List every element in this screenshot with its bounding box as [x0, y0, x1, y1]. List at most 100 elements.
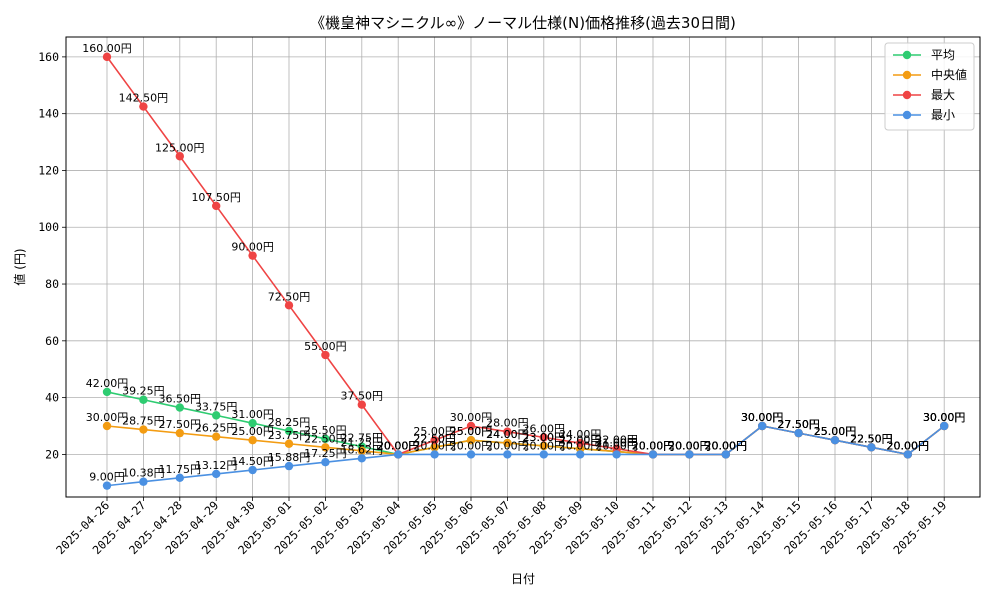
series-3-point [830, 436, 840, 445]
data-label: 20.00円 [632, 439, 675, 452]
data-label: 26.25円 [195, 422, 238, 435]
series-0-point [139, 395, 148, 404]
x-axis-ticks: 2025-04-262025-04-272025-04-282025-04-29… [53, 497, 949, 557]
data-label: 20.00円 [887, 439, 930, 452]
series-1-point [503, 438, 512, 448]
data-label: 18.62円 [341, 443, 384, 456]
series-3-point [685, 450, 694, 459]
data-label: 20.00円 [705, 439, 748, 452]
data-label: 22.50円 [413, 432, 456, 445]
data-label: 25.50円 [304, 424, 347, 437]
data-label: 27.50円 [159, 418, 202, 431]
data-label: 25.00円 [814, 425, 857, 438]
series-3-point [576, 450, 585, 459]
series-3-point [867, 443, 876, 452]
data-label: 30.00円 [923, 411, 966, 424]
data-label: 21.00円 [595, 437, 638, 450]
series-3-point [648, 450, 658, 459]
data-label: 20.00円 [668, 439, 711, 452]
data-label: 20.00円 [413, 439, 456, 452]
series-2-point [430, 436, 439, 445]
data-label: 24.00円 [486, 428, 529, 441]
series-3-point [139, 477, 148, 486]
legend-marker-2 [902, 90, 912, 100]
data-label: 30.00円 [741, 411, 784, 424]
series-2-point [576, 438, 585, 448]
data-label: 20.00円 [377, 439, 420, 452]
legend-marker-1 [902, 70, 912, 80]
data-label: 30.00円 [923, 411, 966, 424]
series-line-2 [106, 56, 945, 456]
data-label: 20.00円 [705, 439, 748, 452]
y-axis-label: 値 (円) [12, 248, 27, 285]
y-tick-label: 40 [45, 391, 59, 405]
data-label: 20.00円 [668, 439, 711, 452]
series-0-point [175, 403, 184, 412]
data-label: 26.00円 [523, 422, 566, 435]
data-label: 22.50円 [850, 432, 893, 445]
data-label: 20.00円 [632, 439, 675, 452]
data-label: 23.75円 [268, 429, 311, 442]
series-2-point [357, 400, 366, 409]
data-label: 20.00円 [632, 439, 675, 452]
data-label: 20.00円 [559, 439, 602, 452]
data-label: 30.00円 [923, 411, 966, 424]
series-3-point [612, 450, 621, 459]
series-2-point [248, 251, 257, 260]
series-1-point [284, 439, 294, 448]
data-label: 22.00円 [595, 434, 638, 447]
series-line-3 [106, 425, 945, 487]
series-1-point [139, 425, 148, 434]
data-label: 20.00円 [377, 439, 420, 452]
data-label: 30.00円 [741, 411, 784, 424]
data-label: 42.00円 [86, 377, 129, 390]
data-label: 20.00円 [523, 439, 566, 452]
data-label: 39.25円 [122, 385, 165, 398]
series-3-point [284, 461, 294, 471]
data-label: 55.00円 [304, 340, 347, 353]
data-label: 30.00円 [741, 411, 784, 424]
series-3-point [503, 450, 512, 459]
data-label: 27.50円 [777, 418, 820, 431]
series-3-point [903, 450, 912, 459]
plot-area-frame [65, 36, 981, 498]
data-labels: 42.00円39.25円36.50円33.75円31.00円28.25円25.5… [82, 42, 965, 484]
data-label: 17.25円 [304, 447, 347, 460]
y-tick-label: 20 [45, 447, 59, 461]
data-label: 22.00円 [559, 434, 602, 447]
series-3-point [430, 450, 439, 459]
series-0-point [212, 411, 221, 420]
data-label: 27.50円 [777, 418, 820, 431]
data-label: 10.38円 [122, 467, 165, 480]
series-3-point [357, 454, 366, 463]
data-label: 27.50円 [777, 418, 820, 431]
series-1-point [430, 443, 439, 452]
series-1-point [248, 436, 257, 445]
data-label: 20.00円 [595, 439, 638, 452]
data-label: 28.75円 [122, 415, 165, 428]
series-1-point [321, 443, 330, 452]
data-label: 20.00円 [668, 439, 711, 452]
data-label: 22.50円 [413, 432, 456, 445]
data-label: 125.00円 [155, 141, 205, 154]
legend-label-2: 最大 [931, 88, 955, 102]
series-3-point [794, 428, 803, 438]
data-label: 24.00円 [559, 428, 602, 441]
data-label: 21.25円 [341, 436, 384, 449]
chart-title: 《機皇神マシニクル∞》ノーマル仕様(N)価格推移(過去30日間) [310, 14, 736, 32]
data-label: 20.00円 [887, 439, 930, 452]
series-3-point [321, 458, 330, 467]
series-2-point [212, 201, 221, 211]
legend-box [884, 42, 975, 131]
data-label: 90.00円 [231, 241, 274, 254]
series-0-point [248, 418, 257, 428]
series-0-point [321, 434, 330, 443]
data-label: 20.00円 [887, 439, 930, 452]
data-label: 22.50円 [304, 432, 347, 445]
x-axis-label: 日付 [511, 572, 535, 586]
series-1-point [175, 428, 184, 438]
data-label: 25.00円 [814, 425, 857, 438]
data-label: 20.00円 [705, 439, 748, 452]
